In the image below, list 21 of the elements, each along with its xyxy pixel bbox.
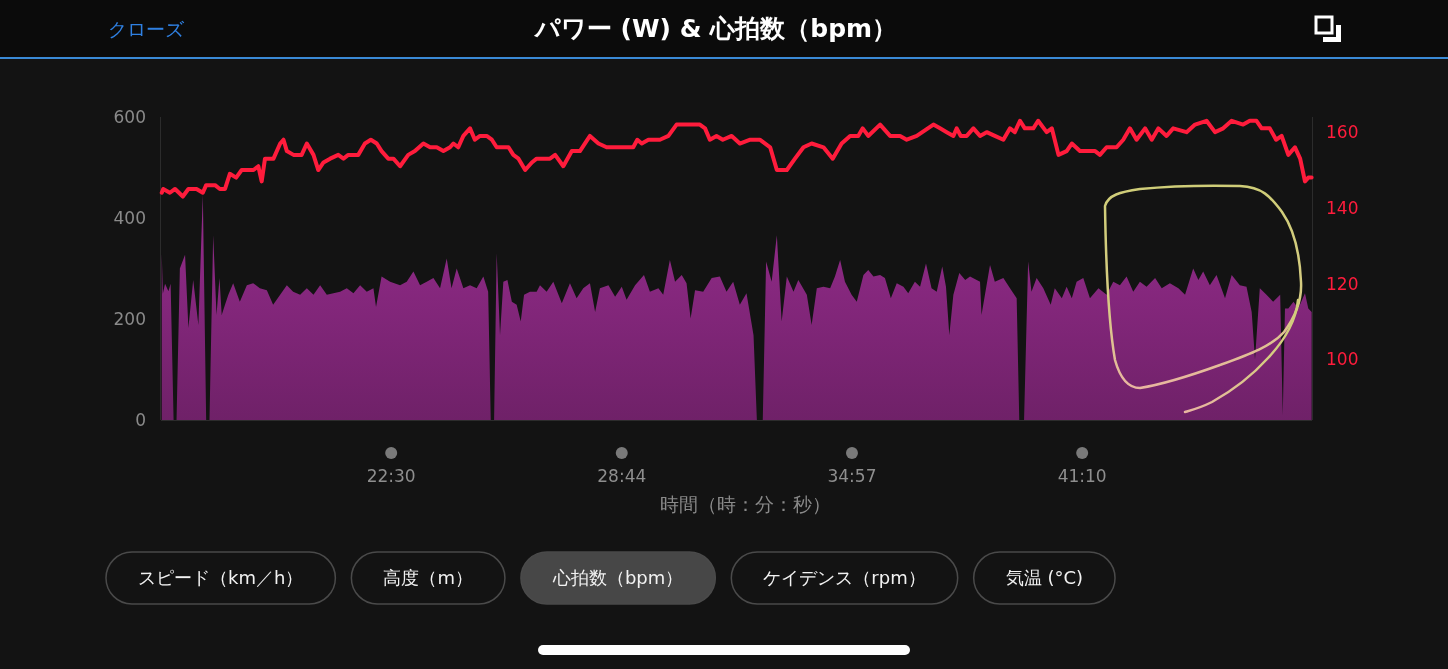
- x-tick-label: 22:30: [366, 466, 416, 486]
- y2-tick-label: 100: [1326, 349, 1359, 370]
- toggle-button: スピード（km／h）: [105, 551, 337, 605]
- text: クローズ: [108, 18, 185, 40]
- y-tick-label: 200: [113, 308, 146, 329]
- y-tick-label: 600: [113, 106, 146, 127]
- toggle-button: 心拍数（bpm）: [520, 551, 717, 605]
- y-tick-label: 0: [135, 409, 146, 430]
- toggle-button: 高度（m）: [350, 551, 506, 605]
- y-tick-label: 400: [113, 207, 146, 228]
- toggle-button: ケイデンス（rpm）: [730, 551, 959, 605]
- x-axis-title: 時間（時：分：秒）: [660, 493, 831, 515]
- y2-tick-label: 140: [1326, 197, 1359, 218]
- x-tick-label: 41:10: [1057, 466, 1107, 486]
- line-series: [159, 118, 1314, 199]
- y2-tick-label: 120: [1326, 273, 1359, 294]
- chart-title: パワー (W) & 心拍数（bpm）: [532, 14, 898, 43]
- x-tick-label: 28:44: [597, 466, 647, 486]
- x-tick-label: 34:57: [827, 466, 877, 486]
- y2-tick-label: 160: [1326, 122, 1359, 143]
- toggle-button: 気温 (°C): [972, 551, 1116, 605]
